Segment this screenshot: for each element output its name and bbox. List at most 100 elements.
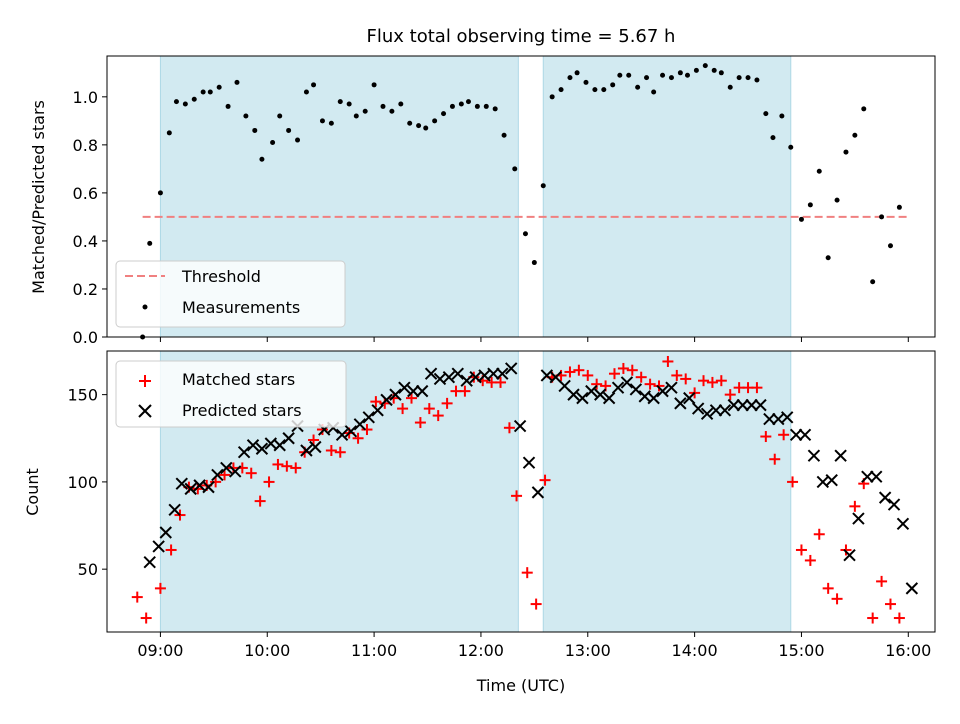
measurement-point (243, 113, 249, 119)
measurement-point (816, 168, 822, 174)
measurement-point (798, 216, 804, 222)
matched-star-point (140, 612, 152, 624)
measurement-point (626, 72, 632, 78)
measurement-point (788, 144, 794, 150)
x-tick-label: 14:00 (672, 641, 718, 660)
predicted-star-point (763, 412, 776, 426)
matched-star-point (582, 369, 594, 381)
measurement-point (474, 103, 480, 109)
y-tick-label: 0.0 (73, 328, 98, 347)
measurement-point (157, 190, 163, 196)
predicted-star-point (175, 477, 188, 490)
measurement-point (770, 135, 776, 141)
matched-star-point (370, 396, 382, 408)
predicted-star-point (282, 432, 295, 445)
measurement-point (362, 108, 368, 114)
measurement-point (328, 120, 334, 126)
measurement-point (651, 89, 657, 95)
predicted-star-point (700, 407, 714, 421)
predicted-star-point (344, 425, 358, 438)
matched-star-point (263, 476, 275, 488)
matched-star-point (724, 389, 736, 401)
predicted-star-point (825, 473, 838, 487)
matched-star-point (698, 375, 710, 387)
ratio-x-axis (159, 337, 909, 342)
predicted-star-point (905, 582, 919, 595)
matched-star-point (441, 397, 453, 409)
matched-star-point (893, 612, 905, 624)
measurement-point (270, 139, 276, 145)
predicted-star-point (683, 391, 696, 405)
measurement-point (644, 75, 650, 81)
matched-star-point (769, 453, 781, 465)
ratio-legend: Threshold Measurements (115, 260, 346, 328)
matched-star-point (511, 490, 523, 502)
predicted-star-point (576, 391, 589, 405)
matched-star-point (334, 446, 346, 458)
measurement-point (311, 82, 317, 88)
matched-star-point (680, 373, 692, 385)
predicted-star-point (602, 391, 616, 405)
measurement-point (512, 166, 518, 172)
measurement-point (668, 75, 674, 81)
measurement-point (610, 82, 616, 88)
matched-star-point (876, 575, 888, 587)
ratio-y-axis: 0.0 0.2 0.4 0.6 0.8 1.0 (73, 88, 107, 347)
matched-star-point (397, 403, 409, 415)
x-tick-label: 12:00 (458, 641, 504, 660)
matched-star-point (760, 431, 772, 443)
measurement-point (558, 87, 564, 93)
x-axis-label: Time (UTC) (476, 676, 565, 695)
observing-span-2 (542, 350, 792, 633)
matched-star-point (804, 554, 816, 566)
predicted-star-point (335, 428, 349, 441)
predicted-star-point (159, 526, 172, 539)
measurement-point (191, 96, 197, 102)
ratio-panel: 0.0 0.2 0.4 0.6 0.8 1.0 Matched/Predicted sta… (29, 55, 936, 347)
measurement-point (483, 103, 489, 109)
measurement-point (465, 99, 471, 105)
count-panel: 50 100 150 09:00 10:00 11:00 12:00 13:00 14:00 1… (23, 350, 936, 695)
measurement-point (432, 118, 438, 124)
predicted-star-point (878, 491, 892, 504)
count-legend: Matched stars Predicted stars (115, 360, 347, 428)
predicted-star-point (807, 449, 821, 462)
predicted-star-point (691, 402, 705, 415)
measurement-point (371, 82, 377, 88)
predicted-star-point (745, 398, 758, 412)
measurement-point (635, 84, 641, 90)
predicted-star-point (246, 439, 260, 452)
measurement-point (380, 103, 386, 109)
matched-star-point (352, 432, 364, 444)
ratio-plot-frame (106, 55, 936, 338)
measurement-point (531, 260, 537, 266)
x-tick-label: 11:00 (351, 641, 397, 660)
measurement-point (522, 231, 528, 237)
legend-threshold-label: Threshold (181, 267, 261, 286)
chart-title: Flux total observing time = 5.67 h (367, 26, 676, 47)
matched-star-point (591, 378, 603, 390)
measurement-point (745, 75, 751, 81)
legend-predicted-label: Predicted stars (182, 401, 302, 420)
predicted-star-point (143, 555, 156, 569)
predicted-star-point (362, 411, 375, 424)
matched-star-point (308, 434, 320, 446)
measurement-point (852, 132, 858, 138)
measurement-point (337, 99, 343, 105)
legend-measurements-swatch (142, 304, 148, 310)
measurement-point (286, 127, 292, 133)
predicted-star-point (168, 503, 181, 517)
matched-star-point (617, 362, 629, 374)
predicted-star-point (629, 383, 643, 396)
measurement-point (200, 89, 206, 95)
predicted-star-point (567, 388, 580, 401)
predicted-star-point (843, 548, 856, 562)
predicted-star-point (594, 388, 607, 401)
measurement-point (319, 118, 325, 124)
predicted-star-point (780, 411, 794, 424)
predicted-star-point (887, 498, 901, 511)
y-tick-label: 100 (67, 473, 98, 492)
predicted-star-point (727, 398, 740, 412)
measurement-point (583, 79, 589, 85)
